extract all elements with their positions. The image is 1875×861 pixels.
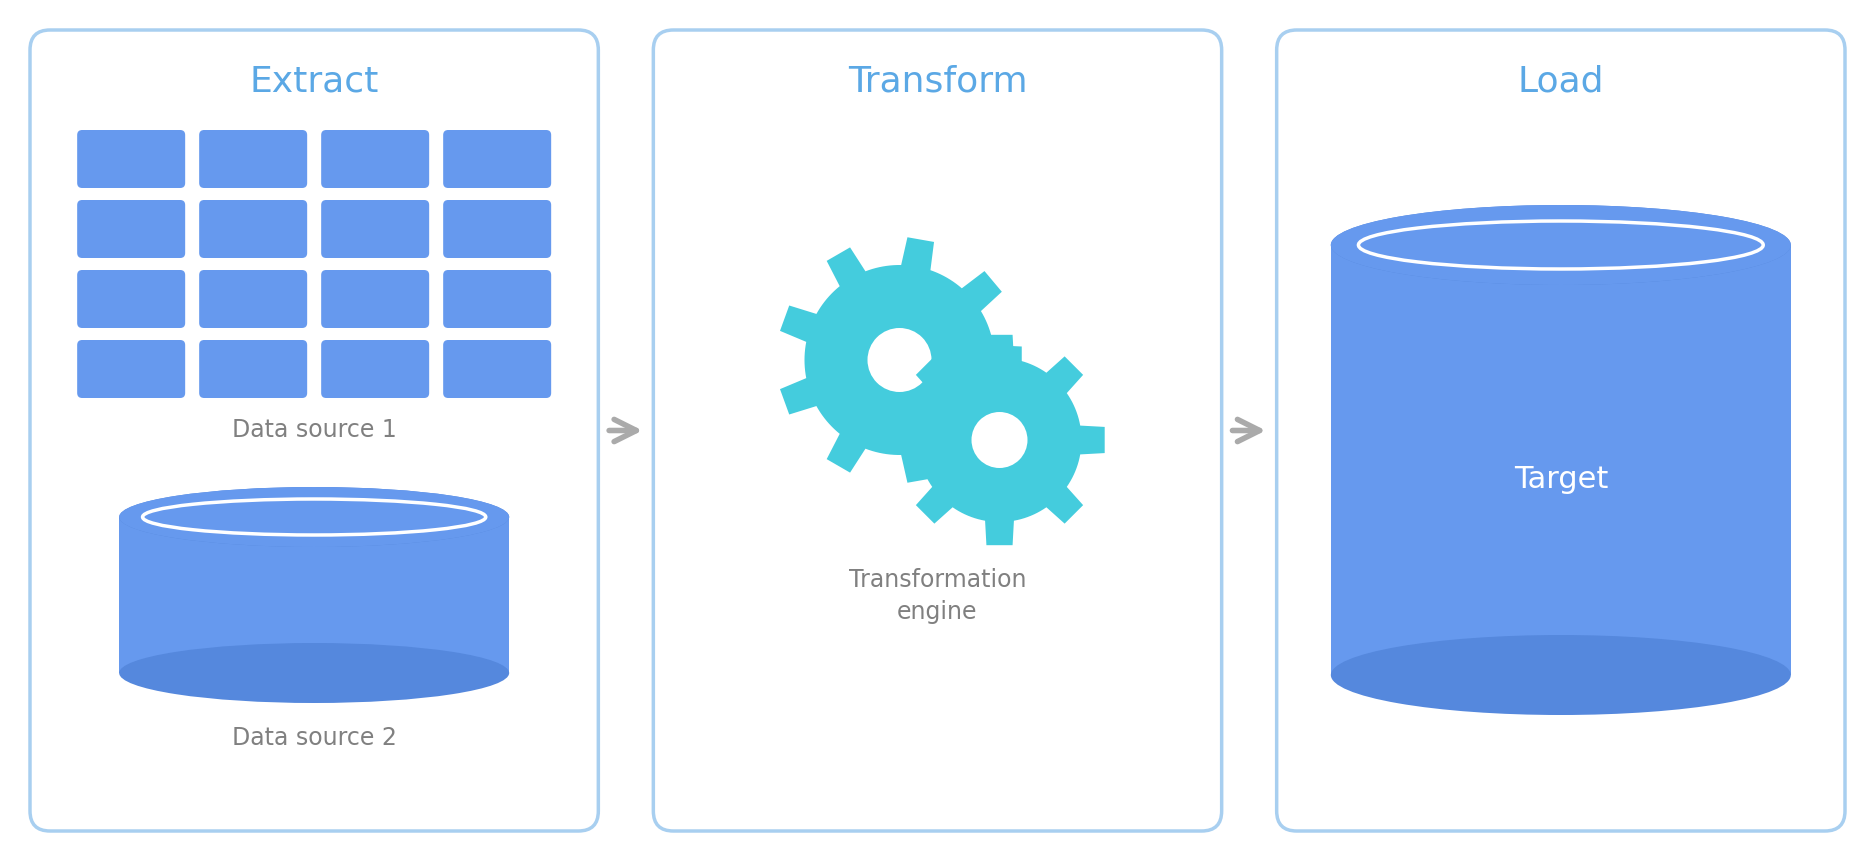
Bar [1331,245,1791,675]
Ellipse shape [1331,205,1791,285]
Text: Data source 1: Data source 1 [232,418,396,442]
FancyBboxPatch shape [652,30,1222,831]
Text: Extract: Extract [249,65,379,99]
FancyBboxPatch shape [77,130,186,188]
FancyBboxPatch shape [77,200,186,258]
Ellipse shape [971,412,1028,468]
FancyBboxPatch shape [321,270,429,328]
Text: Transform: Transform [848,65,1028,99]
Text: Transformation: Transformation [849,568,1026,592]
Ellipse shape [868,328,932,392]
FancyBboxPatch shape [321,200,429,258]
FancyBboxPatch shape [199,340,308,398]
FancyBboxPatch shape [77,270,186,328]
FancyBboxPatch shape [77,340,186,398]
Ellipse shape [1331,635,1791,715]
Polygon shape [894,335,1104,545]
Ellipse shape [1331,205,1791,285]
FancyBboxPatch shape [199,130,308,188]
Text: engine: engine [898,600,977,624]
FancyBboxPatch shape [1277,30,1845,831]
FancyBboxPatch shape [199,200,308,258]
Bar [120,517,510,673]
FancyBboxPatch shape [442,200,551,258]
FancyBboxPatch shape [321,340,429,398]
FancyBboxPatch shape [30,30,598,831]
Ellipse shape [120,643,510,703]
Polygon shape [780,238,1022,483]
FancyBboxPatch shape [442,340,551,398]
Text: Target: Target [1513,466,1609,494]
Ellipse shape [120,487,510,547]
FancyBboxPatch shape [442,130,551,188]
Text: Load: Load [1517,65,1605,99]
Text: Data source 2: Data source 2 [232,726,398,750]
FancyBboxPatch shape [321,130,429,188]
FancyBboxPatch shape [199,270,308,328]
FancyBboxPatch shape [442,270,551,328]
Ellipse shape [120,487,510,547]
